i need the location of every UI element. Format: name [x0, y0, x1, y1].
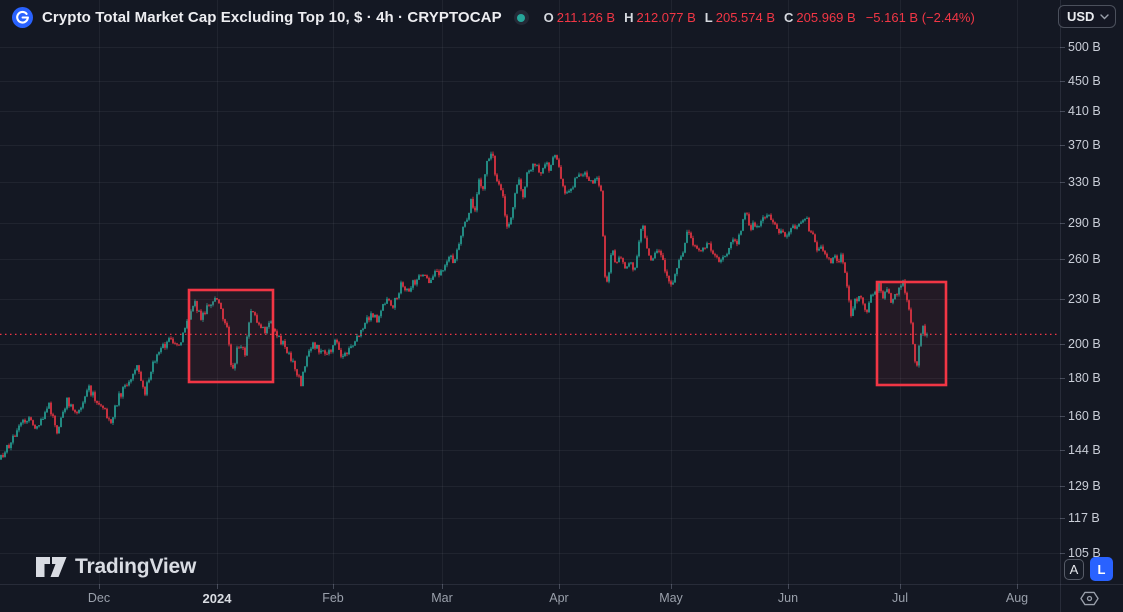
change-value: −5.161 B (−2.44%)	[865, 10, 975, 25]
time-axis-label: May	[659, 591, 683, 605]
price-axis-label: 144 B	[1068, 443, 1101, 458]
settings-gear-icon[interactable]	[1080, 589, 1099, 608]
time-axis-label: Dec	[87, 591, 111, 605]
price-axis-label: 330 B	[1068, 174, 1101, 189]
log-scale-button[interactable]: L	[1090, 557, 1113, 581]
time-axis-label: Mar	[431, 591, 453, 605]
symbol-icon[interactable]	[12, 7, 33, 28]
time-axis-label: Apr	[549, 591, 569, 605]
price-axis-label: 450 B	[1068, 74, 1101, 89]
currency-label: USD	[1067, 9, 1095, 24]
candles-layer	[0, 151, 928, 460]
price-axis[interactable]: 500 B 450 B 410 B 370 B 330 B 290 B 260 B 230 B…	[1060, 0, 1123, 584]
annotation-box-1[interactable]	[187, 288, 275, 384]
grid-layer	[0, 0, 1060, 584]
low-value: L 205.574 B	[704, 10, 776, 25]
symbol-legend: Crypto Total Market Cap Excluding Top 10…	[12, 5, 975, 30]
price-axis-label: 129 B	[1068, 478, 1101, 493]
price-axis-label: 200 B	[1068, 336, 1101, 351]
price-axis-label: 230 B	[1068, 291, 1101, 306]
price-axis-label: 410 B	[1068, 104, 1101, 119]
price-axis-label: 180 B	[1068, 371, 1101, 385]
time-axis-label: Feb	[322, 591, 344, 605]
price-axis-label: 290 B	[1068, 216, 1101, 231]
tradingview-logo-mark	[36, 556, 67, 577]
time-axis-label: 2024	[202, 591, 232, 606]
drawing-layer	[187, 280, 948, 387]
ohlc-values: O 211.126 B H 212.077 B L 205.574 B C 205.96…	[544, 10, 975, 25]
price-axis-label: 500 B	[1068, 40, 1101, 54]
time-axis-label: Jun	[777, 591, 799, 605]
price-axis-label: 105 B	[1068, 545, 1101, 560]
tradingview-logo[interactable]: TradingView	[36, 555, 196, 579]
annotation-box-2[interactable]	[875, 280, 948, 387]
tradingview-logo-text: TradingView	[75, 555, 197, 578]
time-axis-label: Aug	[1005, 591, 1029, 605]
chevron-down-icon	[1100, 13, 1109, 19]
open-value: O 211.126 B	[543, 10, 616, 25]
price-axis-label: 260 B	[1068, 251, 1101, 266]
high-value: H 212.077 B	[624, 10, 696, 25]
symbol-title[interactable]: Crypto Total Market Cap Excluding Top 10…	[42, 9, 502, 26]
price-axis-label: 160 B	[1068, 409, 1101, 424]
market-status-dot	[513, 10, 529, 25]
price-axis-label: 117 B	[1068, 510, 1100, 525]
time-axis-label: Jul	[892, 591, 908, 605]
currency-selector[interactable]: USD	[1058, 5, 1116, 28]
auto-scale-button[interactable]: A	[1064, 559, 1084, 580]
price-axis-label: 370 B	[1068, 137, 1101, 152]
time-axis[interactable]: Dec 2024 Feb Mar Apr May Jun Jul Aug	[0, 584, 1123, 612]
market-open-indicator	[517, 13, 526, 22]
close-value: C 205.969 B	[784, 10, 856, 25]
